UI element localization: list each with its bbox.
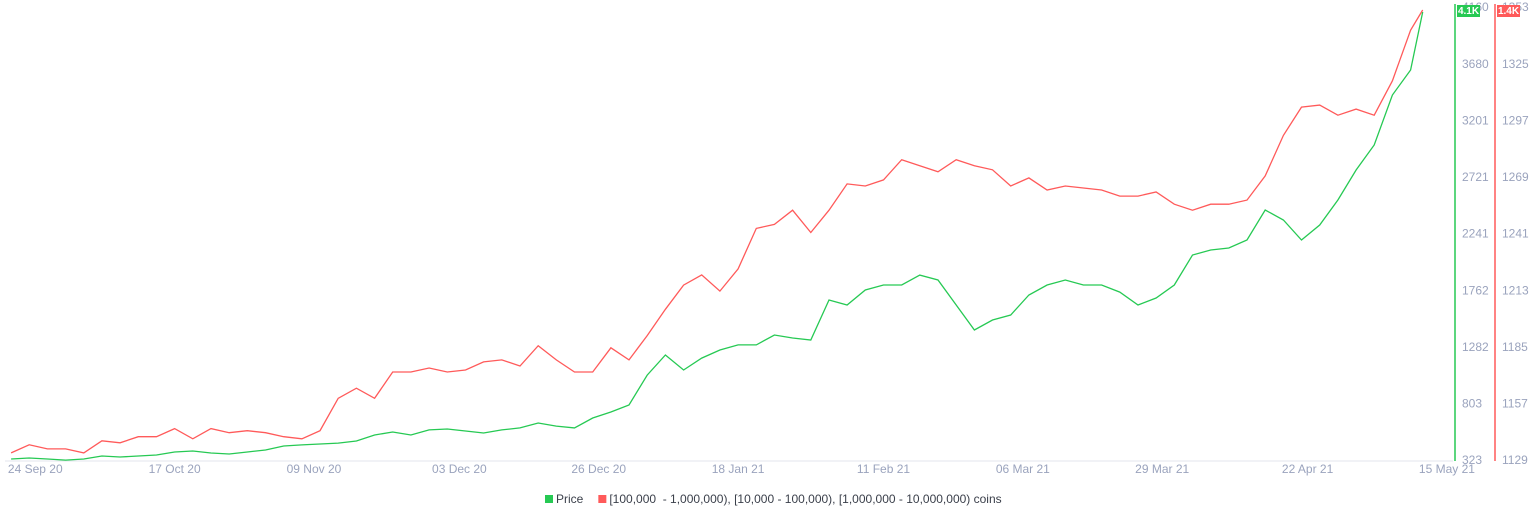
y-tick-label: 3680 xyxy=(1462,57,1489,71)
legend-label: [100,000 - 1,000,000), [10,000 - 100,000… xyxy=(609,492,1001,506)
legend-label: Price xyxy=(556,492,584,506)
x-tick-label: 22 Apr 21 xyxy=(1282,462,1334,476)
y-tick-label: 323 xyxy=(1462,453,1482,467)
y-tick-label: 803 xyxy=(1462,397,1482,411)
value-badge-text: 4.1K xyxy=(1458,6,1480,17)
y2-tick-label: 1213 xyxy=(1502,283,1529,297)
y-tick-label: 2721 xyxy=(1462,170,1489,184)
y2-tick-label: 1241 xyxy=(1502,227,1529,241)
value-badge xyxy=(1457,5,1480,17)
y2-tick-label: 1269 xyxy=(1502,170,1529,184)
y-tick-label: 2241 xyxy=(1462,227,1489,241)
y-tick-label: 1282 xyxy=(1462,340,1489,354)
x-tick-label: 29 Mar 21 xyxy=(1135,462,1189,476)
y2-tick-label: 1185 xyxy=(1502,340,1528,354)
series-line xyxy=(10,9,1424,454)
x-tick-label: 09 Nov 20 xyxy=(287,462,342,476)
x-tick-label: 24 Sep 20 xyxy=(8,462,63,476)
legend-swatch xyxy=(545,495,553,503)
y2-tick-label: 1325 xyxy=(1502,57,1529,71)
x-tick-label: 15 May 21 xyxy=(1419,462,1475,476)
y-tick-label: 1762 xyxy=(1462,283,1489,297)
series-line xyxy=(11,11,1424,461)
x-tick-label: 11 Feb 21 xyxy=(857,462,910,476)
x-tick-label: 18 Jan 21 xyxy=(712,462,765,476)
y2-tick-label: 1129 xyxy=(1502,453,1528,467)
legend-swatch xyxy=(598,495,607,503)
x-tick-label: 03 Dec 20 xyxy=(432,462,487,476)
x-tick-label: 17 Oct 20 xyxy=(149,462,201,476)
value-badge-text: 1.4K xyxy=(1498,6,1520,17)
y2-tick-label: 1157 xyxy=(1502,397,1528,411)
y-tick-label: 3201 xyxy=(1462,113,1489,127)
x-tick-label: 06 Mar 21 xyxy=(996,462,1050,476)
value-badge xyxy=(1497,5,1520,17)
y2-tick-label: 1297 xyxy=(1502,113,1529,127)
x-tick-label: 26 Dec 20 xyxy=(571,462,626,476)
